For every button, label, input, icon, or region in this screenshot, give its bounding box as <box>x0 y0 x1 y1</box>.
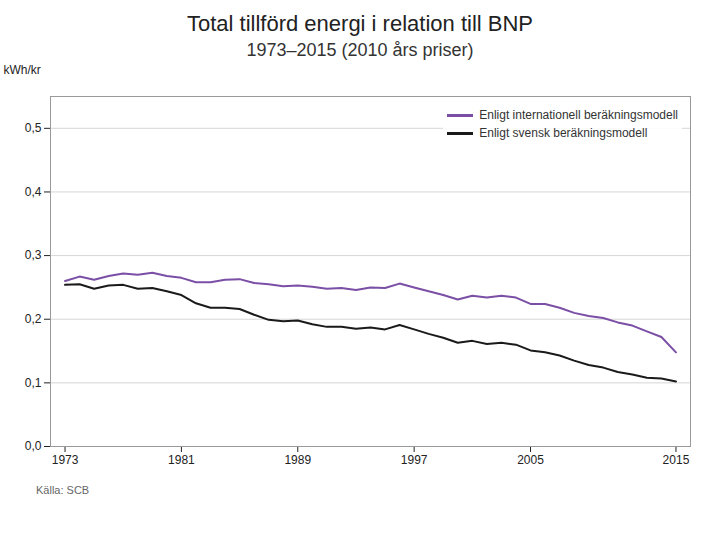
svg-text:0,1: 0,1 <box>25 376 42 390</box>
svg-text:0,2: 0,2 <box>25 312 42 326</box>
svg-text:0,5: 0,5 <box>25 121 42 135</box>
svg-text:2005: 2005 <box>517 453 544 467</box>
html-text:Enligt svensk beräkningsmodell: Enligt svensk beräkningsmodell <box>479 126 648 140</box>
svg-text:1997: 1997 <box>401 453 428 467</box>
html-text:1973–2015 (2010 års priser): 1973–2015 (2010 års priser) <box>246 40 474 60</box>
html-text:Enligt internationell beräknin: Enligt internationell beräkningsmodell <box>479 108 678 122</box>
svg-text:0,4: 0,4 <box>25 185 42 199</box>
html-text:Total tillförd energi i relati: Total tillförd energi i relation till BN… <box>187 11 533 36</box>
html-text:Källa: SCB: Källa: SCB <box>36 484 90 496</box>
svg-text:1981: 1981 <box>168 453 195 467</box>
svg-text:0,3: 0,3 <box>25 248 42 262</box>
svg-text:1973: 1973 <box>52 453 79 467</box>
svg-text:kWh/kr: kWh/kr <box>4 63 41 77</box>
svg-text:0,0: 0,0 <box>25 439 42 453</box>
svg-text:1989: 1989 <box>284 453 311 467</box>
svg-text:2015: 2015 <box>663 453 690 467</box>
